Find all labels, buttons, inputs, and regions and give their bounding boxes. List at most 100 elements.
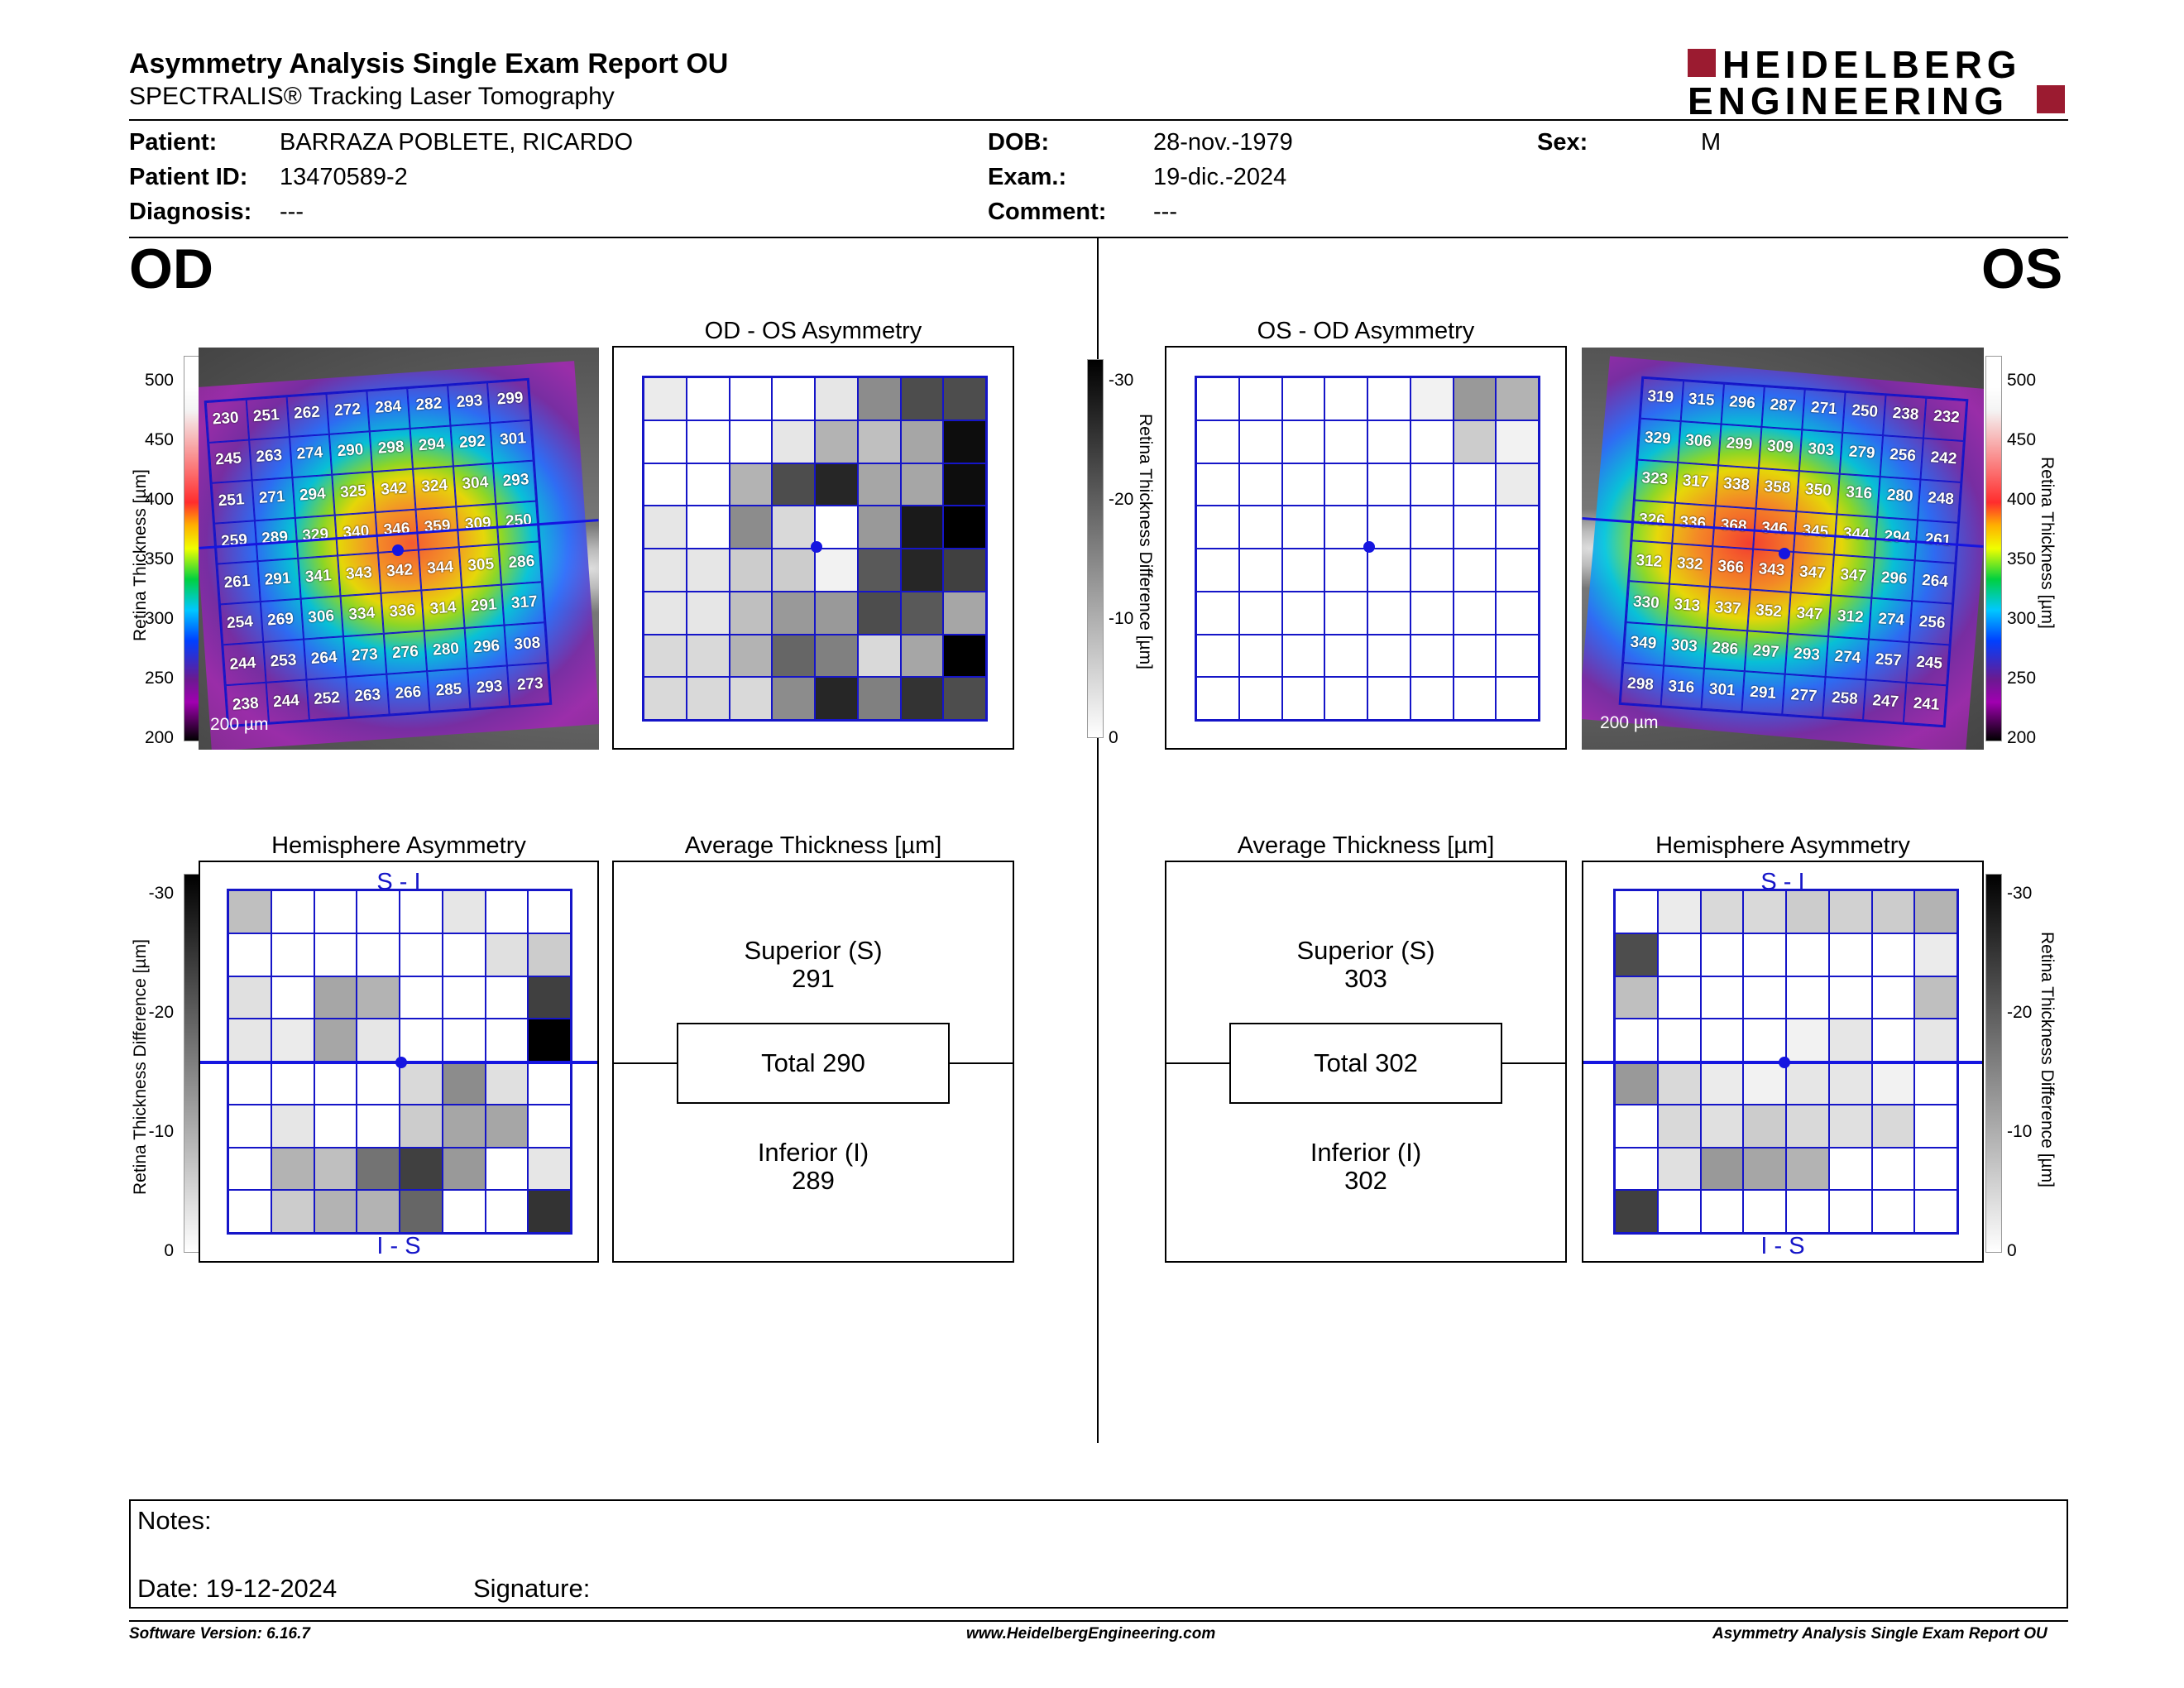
- od-thickness-value: 329: [301, 525, 329, 545]
- od-asym-cell: [644, 549, 687, 592]
- os-asym-cell: [1410, 506, 1454, 549]
- os-asym-cell: [1281, 463, 1325, 506]
- od-asym-cell: [943, 506, 986, 549]
- os-asym-cell: [1367, 377, 1410, 420]
- od-thickness-value: 305: [467, 555, 495, 575]
- os-hemi-cell: [1828, 1147, 1872, 1191]
- os-thickness-value: 264: [1921, 571, 1949, 591]
- os-asym-cell: [1238, 591, 1282, 635]
- os-fundus-image: 319 315 296 287 271 250 238 232 329 306 299 309 303 2…: [1582, 348, 1984, 750]
- os-scale-ticks-label: 250: [2007, 669, 2037, 688]
- os-thickness-value: 349: [1629, 633, 1657, 654]
- notes-box[interactable]: Notes: Date: 19-12-2024 Signature:: [129, 1499, 2068, 1609]
- os-thickness-value: 347: [1795, 604, 1823, 624]
- center-divider: [1097, 238, 1099, 1443]
- os-hemi-cell: [1615, 1019, 1658, 1062]
- os-asym-cell: [1410, 591, 1454, 635]
- od-fundus-image: 230 251 262 272 284 282 293 299 245 263 274 290 298 2…: [199, 348, 599, 750]
- patient-id-label: Patient ID:: [129, 164, 248, 190]
- od-hemi-cell: [228, 933, 271, 976]
- od-hemi-cell: [271, 890, 314, 933]
- os-thickness-value: 323: [1640, 469, 1669, 489]
- od-asym-cell: [815, 420, 858, 463]
- od-hemi-cell: [528, 1019, 571, 1062]
- od-asym-cell: [644, 463, 687, 506]
- comment-value: ---: [1153, 199, 1177, 225]
- od-asym-cell: [900, 677, 944, 720]
- od-thickness-value: 342: [386, 560, 414, 581]
- od-asym-cell: [686, 677, 730, 720]
- od-thickness-value: 317: [510, 592, 539, 613]
- exam-label: Exam.:: [988, 164, 1067, 190]
- website-link[interactable]: www.HeidelbergEngineering.com: [966, 1625, 1216, 1642]
- od-hemi-cell: [314, 1190, 357, 1233]
- od-hemi-cell: [314, 1062, 357, 1105]
- os-thickness-value: 297: [1752, 642, 1780, 662]
- od-thickness-value: 346: [383, 520, 411, 539]
- od-asym-cell: [857, 377, 901, 420]
- os-thickness-value: 258: [1831, 688, 1859, 708]
- od-asym-cell: [772, 377, 815, 420]
- os-thickness-value: 257: [1875, 650, 1903, 670]
- od-thickness-value: 271: [258, 487, 286, 507]
- os-thickness-value: 366: [1717, 557, 1745, 577]
- od-hemi-cell: [528, 1190, 571, 1233]
- od-hemi-cell: [485, 1104, 529, 1148]
- od-asym-cell: [729, 549, 773, 592]
- od-hemi-cell: [271, 1190, 314, 1233]
- od-hemi-cell: [442, 1062, 486, 1105]
- od-asym-cell: [815, 634, 858, 678]
- od-hemi-title: Hemisphere Asymmetry: [271, 832, 526, 859]
- od-thickness-value: 291: [264, 569, 292, 589]
- od-inferior-value: 289: [792, 1166, 835, 1195]
- od-thickness-value: 238: [232, 694, 260, 714]
- notes-label: Notes:: [137, 1506, 212, 1535]
- os-asym-centre-marker: [1363, 541, 1375, 553]
- logo-line2: ENGINEERING: [1688, 79, 2009, 122]
- os-thickness-value: 293: [1793, 645, 1821, 664]
- od-hemi-cell: [528, 976, 571, 1019]
- os-hemi-grid: [1613, 889, 1959, 1235]
- os-hemi-cell: [1828, 1062, 1872, 1105]
- od-asym-cell: [900, 377, 944, 420]
- od-thickness-value: 244: [228, 654, 256, 674]
- od-asym-cell: [900, 549, 944, 592]
- os-asym-cell: [1410, 463, 1454, 506]
- od-asym-cell: [943, 549, 986, 592]
- os-thickness-value: 247: [1871, 692, 1899, 712]
- os-hemi-panel: S - I I - S: [1582, 861, 1984, 1263]
- os-hemi-cell: [1743, 976, 1786, 1019]
- diagnosis-label: Diagnosis:: [129, 199, 252, 225]
- od-asym-cell: [644, 420, 687, 463]
- os-hemi-cell: [1615, 1104, 1658, 1148]
- os-asym-cell: [1324, 549, 1367, 592]
- os-scale-ticks-label: 450: [2007, 430, 2037, 449]
- os-superior-label: Superior (S): [1296, 936, 1435, 965]
- od-thickness-value: 293: [501, 470, 530, 491]
- os-hemi-cell: [1828, 890, 1872, 933]
- os-hemi-cell: [1786, 1104, 1829, 1148]
- od-thickness-value: 289: [261, 528, 289, 548]
- os-hemi-cell: [1786, 890, 1829, 933]
- os-asym-cell: [1281, 677, 1325, 720]
- os-scale-ticks-label: 400: [2007, 490, 2037, 509]
- od-asym-cell: [729, 634, 773, 678]
- footer-report-name: Asymmetry Analysis Single Exam Report OU: [1712, 1625, 2048, 1642]
- od-hemi-axis-label: Retina Thickness Difference [µm]: [131, 939, 150, 1195]
- os-asym-title: OS - OD Asymmetry: [1257, 318, 1475, 344]
- os-hemi-cell: [1700, 1062, 1744, 1105]
- os-thickness-value: 343: [1757, 560, 1786, 580]
- od-thickness-value: 263: [255, 447, 283, 467]
- od-asym-cell: [729, 377, 773, 420]
- od-thickness-value: 296: [472, 636, 500, 656]
- od-asym-cell: [772, 677, 815, 720]
- os-hemi-cell: [1700, 1019, 1744, 1062]
- od-hemi-cell: [485, 1062, 529, 1105]
- od-hemi-cell: [228, 1104, 271, 1148]
- os-total-box: Total 302: [1229, 1023, 1502, 1104]
- os-thickness-value: 296: [1880, 568, 1909, 588]
- od-thickness-value: 263: [353, 686, 381, 706]
- od-asym-cell: [644, 634, 687, 678]
- os-hemi-cell: [1914, 976, 1957, 1019]
- os-hemi-centre-marker: [1779, 1057, 1790, 1068]
